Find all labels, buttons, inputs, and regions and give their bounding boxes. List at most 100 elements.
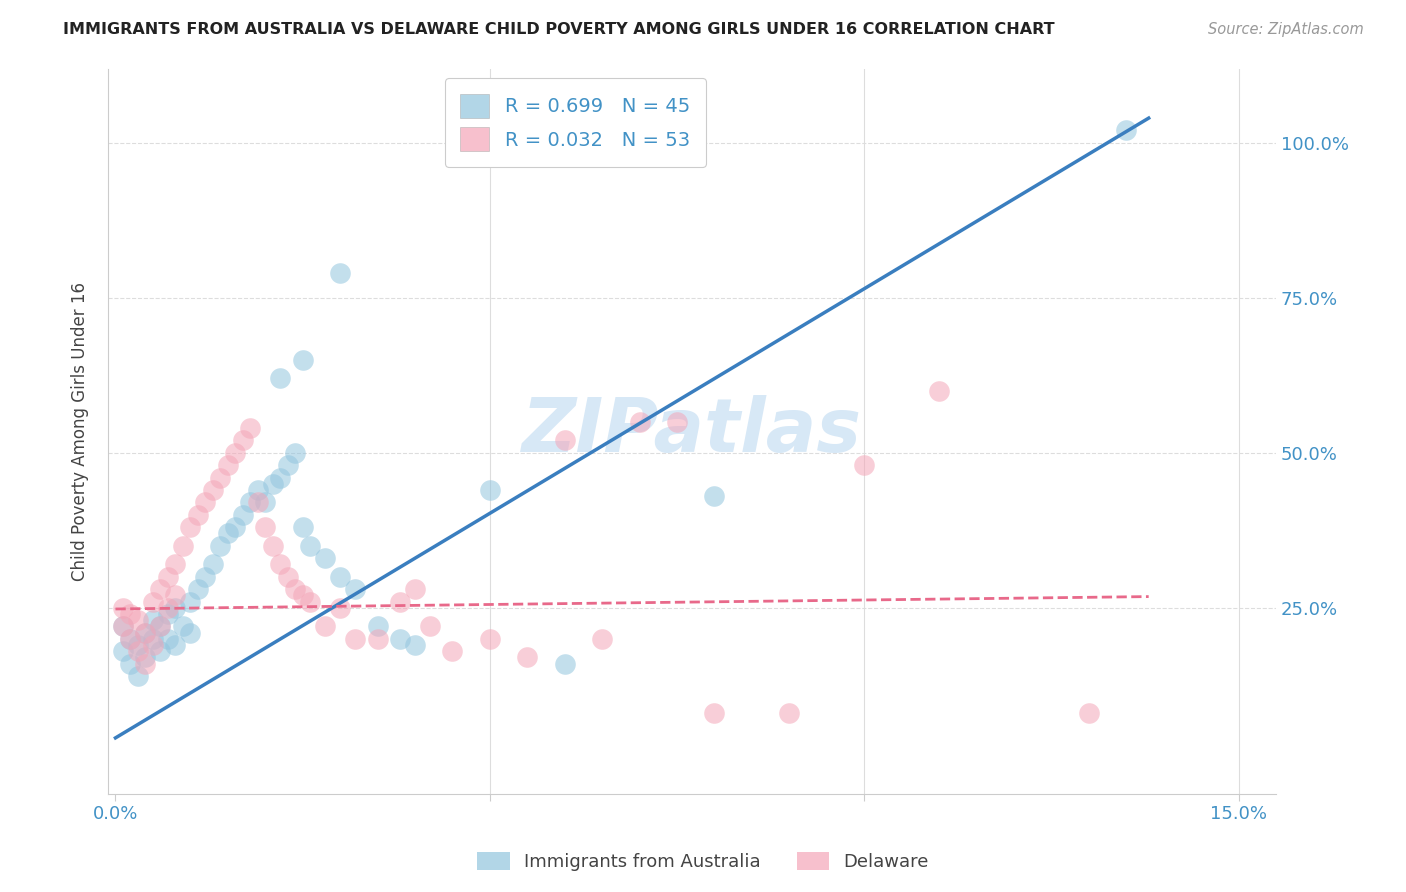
- Point: [1077, 706, 1099, 720]
- Point: [232, 508, 254, 522]
- Point: [277, 458, 299, 473]
- Point: [217, 526, 239, 541]
- Point: [149, 644, 172, 658]
- Point: [703, 489, 725, 503]
- Point: [149, 619, 172, 633]
- Point: [165, 588, 187, 602]
- Point: [194, 495, 217, 509]
- Point: [134, 625, 156, 640]
- Point: [217, 458, 239, 473]
- Point: [111, 644, 134, 658]
- Point: [179, 625, 201, 640]
- Point: [239, 421, 262, 435]
- Point: [142, 632, 165, 646]
- Point: [165, 600, 187, 615]
- Y-axis label: Child Poverty Among Girls Under 16: Child Poverty Among Girls Under 16: [72, 282, 89, 581]
- Point: [853, 458, 876, 473]
- Point: [591, 632, 613, 646]
- Point: [299, 539, 322, 553]
- Point: [120, 607, 142, 621]
- Point: [419, 619, 441, 633]
- Point: [1115, 123, 1137, 137]
- Point: [239, 495, 262, 509]
- Point: [156, 632, 179, 646]
- Text: IMMIGRANTS FROM AUSTRALIA VS DELAWARE CHILD POVERTY AMONG GIRLS UNDER 16 CORRELA: IMMIGRANTS FROM AUSTRALIA VS DELAWARE CH…: [63, 22, 1054, 37]
- Point: [344, 582, 367, 596]
- Point: [209, 470, 232, 484]
- Point: [134, 650, 156, 665]
- Point: [329, 600, 352, 615]
- Point: [127, 644, 149, 658]
- Point: [187, 508, 209, 522]
- Point: [120, 632, 142, 646]
- Point: [291, 520, 314, 534]
- Text: ZIPatlas: ZIPatlas: [522, 394, 862, 467]
- Point: [254, 520, 277, 534]
- Point: [314, 619, 336, 633]
- Point: [194, 570, 217, 584]
- Point: [516, 650, 538, 665]
- Point: [329, 570, 352, 584]
- Point: [262, 476, 284, 491]
- Point: [291, 352, 314, 367]
- Point: [246, 483, 269, 497]
- Point: [367, 619, 389, 633]
- Point: [291, 588, 314, 602]
- Point: [149, 619, 172, 633]
- Point: [156, 570, 179, 584]
- Point: [111, 619, 134, 633]
- Point: [179, 594, 201, 608]
- Point: [478, 632, 501, 646]
- Point: [142, 594, 165, 608]
- Point: [367, 632, 389, 646]
- Point: [224, 446, 246, 460]
- Point: [277, 570, 299, 584]
- Point: [149, 582, 172, 596]
- Point: [232, 434, 254, 448]
- Point: [156, 600, 179, 615]
- Point: [388, 594, 411, 608]
- Point: [262, 539, 284, 553]
- Point: [284, 582, 307, 596]
- Point: [703, 706, 725, 720]
- Point: [120, 657, 142, 671]
- Point: [441, 644, 464, 658]
- Point: [554, 434, 576, 448]
- Point: [478, 483, 501, 497]
- Point: [120, 632, 142, 646]
- Point: [111, 600, 134, 615]
- Point: [165, 638, 187, 652]
- Point: [111, 619, 134, 633]
- Point: [344, 632, 367, 646]
- Point: [928, 384, 950, 398]
- Point: [554, 657, 576, 671]
- Point: [224, 520, 246, 534]
- Point: [329, 266, 352, 280]
- Point: [314, 551, 336, 566]
- Point: [628, 415, 651, 429]
- Point: [269, 371, 291, 385]
- Point: [201, 483, 224, 497]
- Point: [404, 638, 426, 652]
- Point: [269, 558, 291, 572]
- Point: [246, 495, 269, 509]
- Point: [134, 625, 156, 640]
- Point: [201, 558, 224, 572]
- Legend: Immigrants from Australia, Delaware: Immigrants from Australia, Delaware: [470, 845, 936, 879]
- Point: [127, 669, 149, 683]
- Point: [142, 613, 165, 627]
- Point: [187, 582, 209, 596]
- Point: [127, 638, 149, 652]
- Point: [127, 613, 149, 627]
- Point: [299, 594, 322, 608]
- Point: [666, 415, 689, 429]
- Point: [269, 470, 291, 484]
- Legend: R = 0.699   N = 45, R = 0.032   N = 53: R = 0.699 N = 45, R = 0.032 N = 53: [444, 78, 706, 167]
- Point: [142, 638, 165, 652]
- Point: [284, 446, 307, 460]
- Point: [172, 539, 194, 553]
- Point: [404, 582, 426, 596]
- Point: [156, 607, 179, 621]
- Point: [209, 539, 232, 553]
- Point: [172, 619, 194, 633]
